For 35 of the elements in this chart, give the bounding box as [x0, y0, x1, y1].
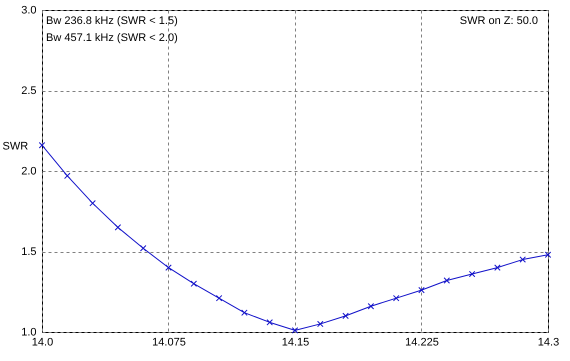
point: [190, 280, 198, 287]
point: [165, 264, 172, 271]
x-tick-label: 14.0: [32, 336, 54, 348]
y-axis-title: SWR: [2, 140, 28, 152]
point: [216, 294, 222, 302]
point: [494, 264, 501, 271]
annotation: Bw 457.1 kHz (SWR < 2.0): [46, 32, 178, 44]
point: [519, 256, 526, 263]
x-tick-label: 14.075: [152, 336, 186, 348]
point: [89, 200, 96, 206]
point: [392, 294, 400, 302]
point: [114, 224, 122, 231]
point: [292, 327, 298, 334]
point: [468, 270, 476, 278]
point: [317, 320, 324, 328]
point: [418, 286, 425, 294]
point: [140, 245, 146, 252]
y-tick-label: 3.0: [21, 4, 36, 16]
annotation: SWR on Z: 50.0: [460, 15, 538, 27]
point: [544, 251, 552, 258]
point: [342, 312, 349, 320]
annotation: Bw 236.8 kHz (SWR < 1.5): [46, 15, 178, 27]
point: [444, 277, 450, 284]
point: [241, 309, 248, 316]
y-tick-label: 1.0: [21, 326, 36, 338]
x-tick-label: 14.15: [282, 336, 310, 348]
x-tick-label: 14.3: [538, 336, 560, 348]
y-tick-label: 2.5: [21, 85, 36, 97]
y-tick-label: 2.0: [21, 166, 36, 178]
x-tick-label: 14.225: [405, 336, 439, 348]
y-tick-label: 1.5: [21, 246, 36, 258]
point: [368, 303, 374, 310]
point: [38, 142, 46, 148]
point: [64, 172, 71, 180]
point: [266, 319, 273, 326]
